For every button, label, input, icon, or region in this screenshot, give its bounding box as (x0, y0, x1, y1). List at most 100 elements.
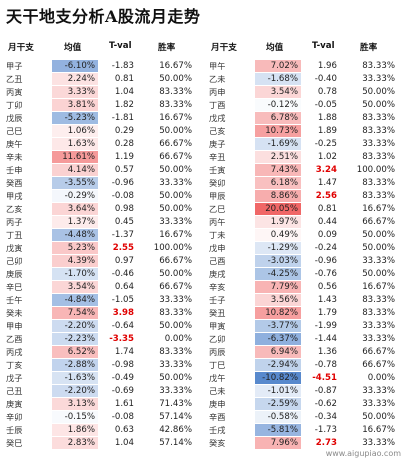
mean-cell: -5.81% (255, 424, 301, 436)
winrate-cell: 83.33% (159, 100, 192, 110)
mean-cell: -5.23% (52, 112, 98, 124)
mean-cell: -6.37% (255, 333, 301, 345)
tval-cell: -0.87 (314, 386, 337, 396)
mean-cell: 4.39% (52, 255, 98, 267)
tval-cell: 3.98 (112, 308, 134, 318)
tval-cell: -0.08 (111, 412, 134, 422)
tval-cell: 0.97 (114, 256, 134, 266)
mean-cell: 5.23% (52, 242, 98, 254)
row-label: 戊申 (209, 243, 226, 253)
mean-cell: -1.29% (255, 242, 301, 254)
winrate-cell: 0.00% (164, 334, 192, 344)
mean-cell: 4.14% (52, 164, 98, 176)
mean-cell: -6.10% (52, 60, 98, 72)
mean-cell: 6.78% (255, 112, 301, 124)
mean-cell: -4.25% (255, 268, 301, 280)
tval-cell: -0.25 (314, 139, 337, 149)
winrate-cell: 83.33% (362, 126, 395, 136)
mean-cell: -3.55% (52, 177, 98, 189)
row-label: 癸卯 (209, 178, 226, 188)
header-win-left: 胜率 (158, 43, 176, 53)
tval-cell: -0.98 (111, 360, 134, 370)
mean-cell: -2.20% (52, 385, 98, 397)
tval-cell: -0.76 (314, 269, 337, 279)
row-label: 辛卯 (6, 412, 23, 422)
row-label: 甲寅 (209, 321, 226, 331)
row-label: 丙辰 (209, 347, 226, 357)
tval-cell: 0.28 (114, 139, 134, 149)
winrate-cell: 16.67% (362, 204, 395, 214)
winrate-cell: 33.33% (362, 386, 395, 396)
tval-cell: 0.44 (317, 217, 337, 227)
watermark: www.aigupiao.com (325, 449, 401, 458)
row-label: 戊寅 (6, 243, 23, 253)
tval-cell: -0.05 (314, 100, 337, 110)
row-label: 壬午 (6, 295, 23, 305)
mean-cell: -3.77% (255, 320, 301, 332)
tval-cell: 1.88 (317, 113, 337, 123)
winrate-cell: 33.33% (362, 139, 395, 149)
winrate-cell: 83.33% (362, 308, 395, 318)
winrate-cell: 66.67% (362, 347, 395, 357)
mean-cell: -2.59% (255, 398, 301, 410)
tval-cell: 0.45 (114, 217, 134, 227)
mean-cell: 11.61% (52, 151, 98, 163)
mean-cell: -1.70% (52, 268, 98, 280)
row-label: 乙卯 (209, 334, 226, 344)
mean-cell: -4.48% (52, 229, 98, 241)
winrate-cell: 33.33% (362, 256, 395, 266)
row-label: 丁酉 (209, 100, 226, 110)
tval-cell: -1.83 (111, 61, 134, 71)
row-label: 辛丑 (209, 152, 226, 162)
winrate-cell: 50.00% (362, 230, 395, 240)
row-label: 庚寅 (6, 399, 23, 409)
header-name-left: 月干支 (8, 43, 34, 53)
tval-cell: 2.55 (112, 243, 134, 253)
tval-cell: 1.04 (114, 438, 134, 448)
mean-cell: 7.79% (255, 281, 301, 293)
row-label: 癸巳 (6, 438, 23, 448)
tval-cell: 2.56 (315, 191, 337, 201)
winrate-cell: 100.00% (153, 243, 192, 253)
mean-cell: -4.84% (52, 294, 98, 306)
tval-cell: -0.96 (314, 256, 337, 266)
row-label: 庚戌 (209, 269, 226, 279)
winrate-cell: 50.00% (159, 165, 192, 175)
tval-cell: 2.73 (315, 438, 337, 448)
mean-cell: 1.86% (52, 424, 98, 436)
row-label: 丙申 (209, 87, 226, 97)
mean-cell: -0.12% (255, 99, 301, 111)
mean-cell: 1.06% (52, 125, 98, 137)
row-label: 戊子 (6, 373, 23, 383)
winrate-cell: 16.67% (159, 61, 192, 71)
row-label: 丙午 (209, 217, 226, 227)
row-label: 丁卯 (6, 100, 23, 110)
winrate-cell: 33.33% (362, 321, 395, 331)
row-label: 己亥 (209, 126, 226, 136)
row-label: 乙丑 (6, 74, 23, 84)
mean-cell: 2.83% (52, 437, 98, 449)
mean-cell: 0.49% (255, 229, 301, 241)
mean-cell: 7.02% (255, 60, 301, 72)
row-label: 己丑 (6, 386, 23, 396)
mean-cell: 8.86% (255, 190, 301, 202)
mean-cell: 7.96% (255, 437, 301, 449)
winrate-cell: 66.67% (362, 360, 395, 370)
mean-cell: 3.54% (255, 86, 301, 98)
tval-cell: -0.62 (314, 399, 337, 409)
row-label: 辛酉 (209, 412, 226, 422)
winrate-cell: 83.33% (362, 191, 395, 201)
winrate-cell: 16.67% (159, 113, 192, 123)
row-label: 乙酉 (6, 334, 23, 344)
mean-cell: 1.97% (255, 216, 301, 228)
mean-cell: 7.43% (255, 164, 301, 176)
tval-cell: 1.79 (317, 308, 337, 318)
winrate-cell: 83.33% (362, 61, 395, 71)
tval-cell: 0.81 (317, 204, 337, 214)
mean-cell: -10.82% (255, 372, 301, 384)
winrate-cell: 50.00% (159, 191, 192, 201)
tval-cell: -0.40 (314, 74, 337, 84)
row-label: 癸丑 (209, 308, 226, 318)
row-label: 己卯 (6, 256, 23, 266)
page-title: 天干地支分析A股流月走势 (6, 7, 201, 26)
